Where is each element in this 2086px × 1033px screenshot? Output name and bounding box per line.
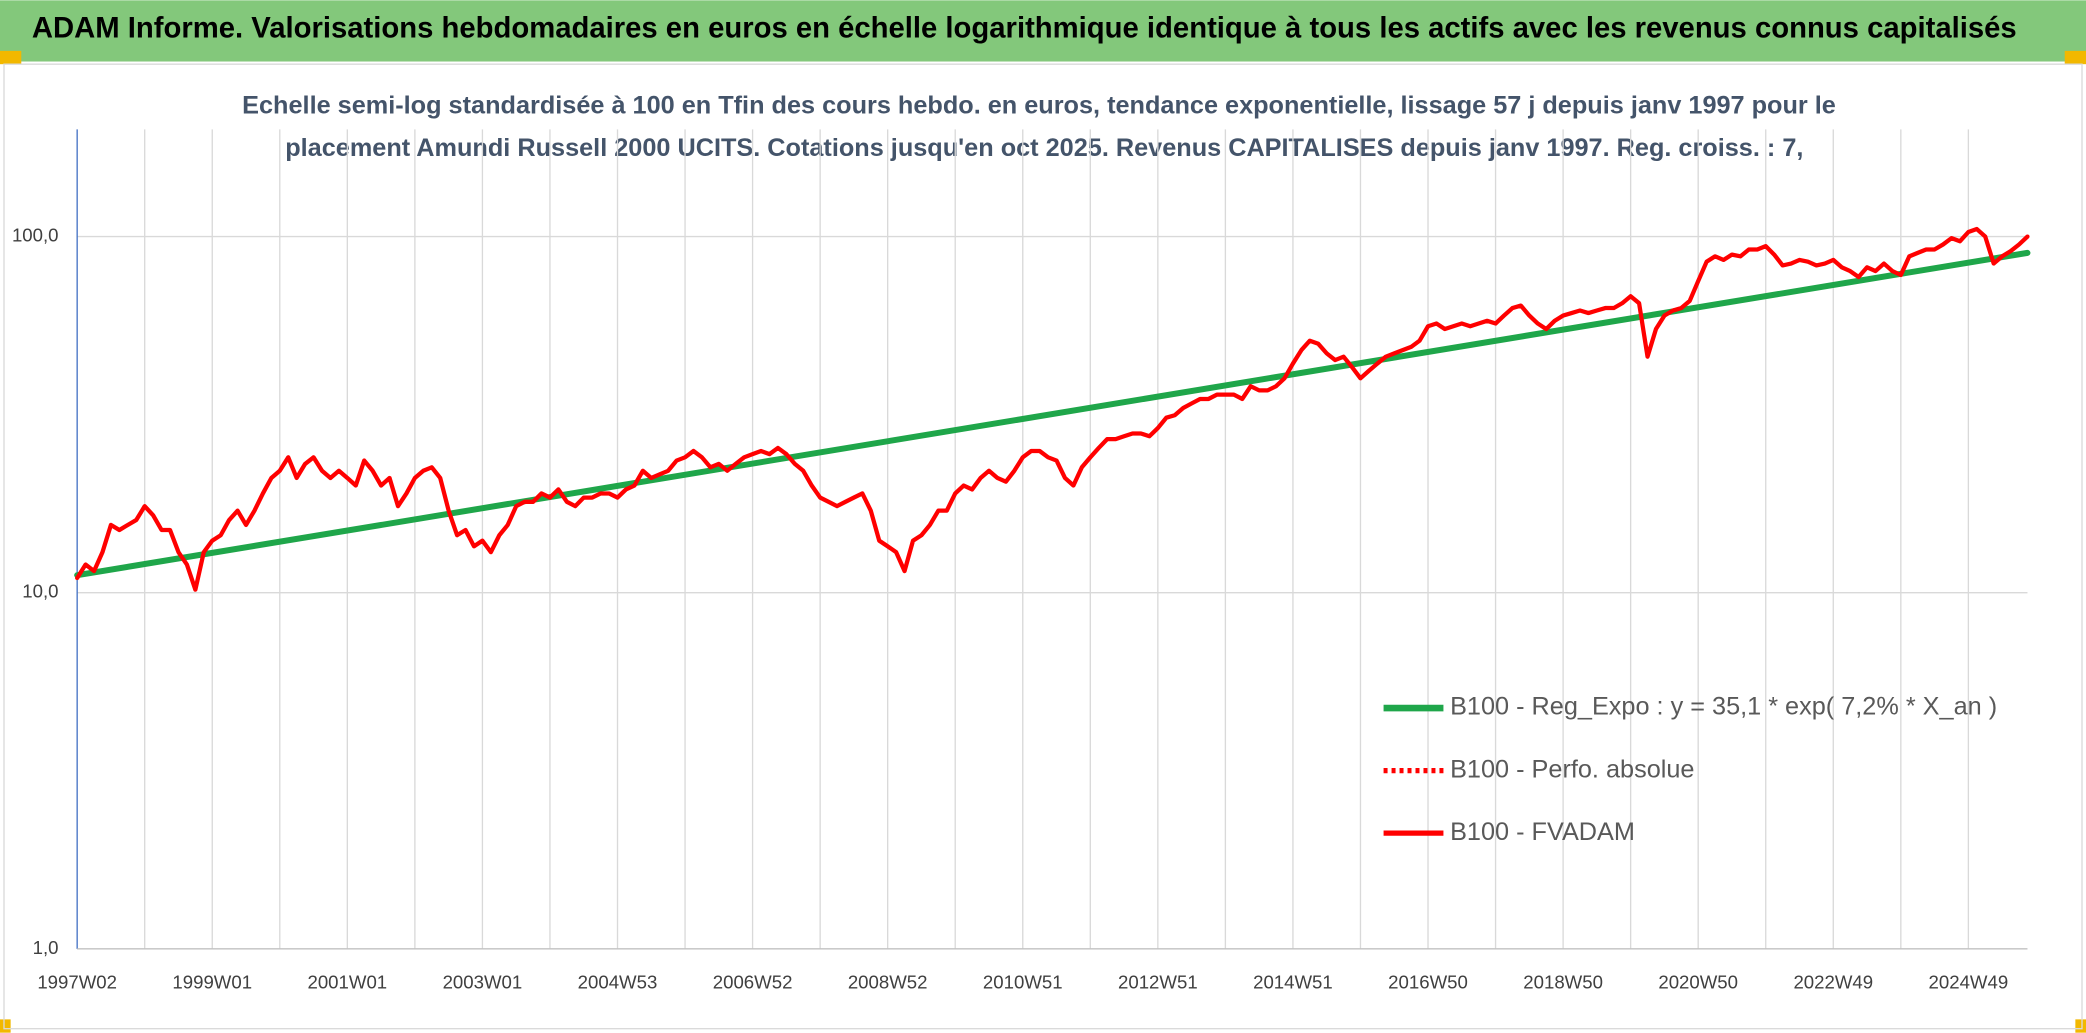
x-tick-label: 2018W50 <box>1523 971 1603 992</box>
header-title: ADAM Informe. Valorisations hebdomadaire… <box>32 12 2017 44</box>
x-tick-label: 2024W49 <box>1929 971 2009 992</box>
x-tick-label: 2022W49 <box>1793 971 1873 992</box>
chart-title: Echelle semi-log standardisée à 100 en T… <box>242 91 1836 119</box>
y-tick-label: 10,0 <box>22 581 58 602</box>
y-tick-label: 1,0 <box>33 937 59 958</box>
corner <box>2075 1019 2086 1033</box>
x-tick-label: 1997W02 <box>37 971 117 992</box>
corner <box>0 1019 11 1033</box>
y-tick-label: 100,0 <box>12 224 59 245</box>
corner <box>0 50 22 65</box>
legend-label: B100 - Reg_Expo : y = 35,1 * exp( 7,2% *… <box>1450 693 1997 721</box>
series-line <box>75 226 2030 592</box>
x-tick-label: 2001W01 <box>307 971 387 992</box>
x-tick-label: 2004W53 <box>578 971 658 992</box>
chart-title: placement Amundi Russell 2000 UCITS. Cot… <box>285 134 1803 162</box>
legend-label: B100 - FVADAM <box>1450 818 1635 846</box>
legend-label: B100 - Perfo. absolue <box>1450 755 1694 783</box>
x-tick-label: 2003W01 <box>443 971 523 992</box>
x-tick-label: 2008W52 <box>848 971 928 992</box>
x-tick-label: 2014W51 <box>1253 971 1333 992</box>
x-tick-label: 2016W50 <box>1388 971 1468 992</box>
x-tick-label: 2012W51 <box>1118 971 1198 992</box>
x-tick-label: 1999W01 <box>172 971 252 992</box>
corner <box>2064 50 2086 65</box>
chart-frame <box>3 63 2083 1030</box>
x-tick-label: 2020W50 <box>1658 971 1738 992</box>
series-line <box>74 249 2031 579</box>
header-bar <box>0 0 2086 62</box>
x-tick-label: 2006W52 <box>713 971 793 992</box>
x-tick-label: 2010W51 <box>983 971 1063 992</box>
